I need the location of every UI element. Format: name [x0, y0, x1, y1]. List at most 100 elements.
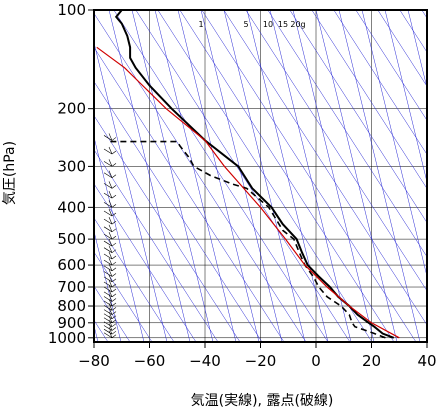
wind-barb — [103, 133, 117, 141]
wind-barb-shaft — [103, 216, 117, 225]
wind-barb — [103, 251, 117, 260]
wind-barb — [103, 289, 117, 298]
adiabat-line — [289, 10, 427, 224]
reference-line — [96, 46, 400, 339]
mixing-ratio-label: 15 — [278, 20, 288, 29]
x-tick-label: 40 — [417, 352, 436, 370]
wind-barb — [103, 181, 117, 189]
x-tick-label: 20 — [362, 352, 381, 370]
wind-barbs — [103, 133, 117, 339]
wind-barb — [103, 284, 117, 293]
wind-barb — [103, 330, 117, 339]
wind-barb — [103, 191, 117, 199]
wind-barb — [103, 319, 117, 327]
y-axis-label: 気圧(hPa) — [2, 141, 18, 205]
wind-barb — [103, 294, 117, 302]
adiabat-line — [113, 10, 329, 342]
wind-barb — [103, 200, 117, 208]
isotherm-line — [108, 10, 191, 342]
isotherm-lines — [94, 10, 436, 342]
adiabat-line — [94, 12, 307, 342]
isotherm-line — [292, 10, 375, 342]
wind-barb-shaft — [103, 159, 117, 167]
mixing-ratio-label: 20g — [290, 20, 305, 29]
isotherm-line — [94, 230, 122, 342]
adiabat-line — [94, 115, 241, 342]
wind-barb-shaft — [103, 319, 117, 327]
wind-barb — [103, 208, 117, 217]
isotherm-line — [338, 10, 421, 342]
adiabat-line — [399, 10, 427, 53]
wind-barb-shaft — [103, 269, 117, 277]
adiabat-line — [267, 10, 427, 258]
isotherm-line — [315, 10, 398, 342]
wind-barb-shaft — [103, 279, 117, 288]
isotherm-line — [407, 10, 427, 89]
adiabat-line — [377, 10, 427, 87]
y-tick-label: 100 — [57, 1, 86, 19]
wind-barb-shaft — [103, 274, 117, 283]
wind-barb-shaft — [103, 327, 117, 335]
wind-barb-shaft — [103, 200, 117, 208]
y-tick-label: 800 — [57, 297, 86, 315]
isotherm-line — [94, 135, 145, 342]
wind-barb — [103, 170, 117, 179]
wind-barb-shaft — [103, 170, 117, 179]
adiabat-line — [94, 183, 197, 342]
wind-barb-shaft — [103, 257, 117, 266]
y-tick-label: 400 — [57, 198, 86, 216]
adiabat-line — [333, 10, 427, 155]
wind-barb — [103, 269, 117, 277]
x-axis-label: 気温(実線), 露点(破線) — [191, 393, 334, 409]
x-tick-label: −80 — [78, 352, 110, 370]
isotherm-line — [154, 10, 237, 342]
isotherm-line — [431, 10, 436, 342]
adiabat-line — [179, 10, 395, 342]
x-tick-label: 0 — [311, 352, 321, 370]
adiabat-line — [94, 47, 285, 342]
isotherm-line — [177, 10, 260, 342]
y-tick-label: 600 — [57, 256, 86, 274]
wind-barb-shaft — [103, 263, 117, 272]
wind-barb-shaft — [103, 284, 117, 293]
y-tick-label: 1000 — [48, 329, 86, 347]
isotherm-line — [223, 10, 306, 342]
adiabat-line — [311, 10, 427, 190]
wind-barb — [103, 159, 117, 167]
wind-barb-shaft — [103, 245, 117, 253]
wind-barb-shaft — [103, 181, 117, 189]
adiabat-line — [94, 149, 219, 342]
wind-barb — [103, 257, 117, 266]
wind-barb — [103, 224, 117, 233]
wind-barb-shaft — [103, 289, 117, 298]
adiabat-line — [201, 10, 417, 342]
wind-barb-shaft — [103, 294, 117, 302]
adiabat-line — [135, 10, 351, 342]
wind-barb — [103, 274, 117, 283]
wind-barb-shaft — [103, 133, 117, 141]
wind-barb-shaft — [103, 208, 117, 217]
isotherm-line — [269, 10, 352, 342]
wind-barb-shaft — [103, 146, 117, 155]
x-tick-label: −60 — [134, 352, 166, 370]
isotherm-line — [200, 10, 283, 342]
wind-barb — [103, 238, 117, 247]
wind-barb-shaft — [103, 231, 117, 240]
x-tick-label: −20 — [245, 352, 277, 370]
wind-barb — [103, 323, 117, 331]
adiabat-line — [94, 217, 175, 342]
wind-barb-shaft — [103, 238, 117, 247]
wind-barb-shaft — [103, 224, 117, 233]
adiabat-line — [157, 10, 373, 342]
adiabat-line — [421, 10, 427, 19]
profile-series — [96, 9, 400, 339]
adiabat-line — [94, 251, 153, 342]
y-tick-label: 300 — [57, 157, 86, 175]
adiabat-line — [94, 81, 263, 342]
wind-barb-shaft — [103, 323, 117, 331]
y-tick-label: 900 — [57, 314, 86, 332]
mixing-ratio-label: 10 — [263, 20, 273, 29]
mixing-ratio-label: 1 — [198, 20, 203, 29]
